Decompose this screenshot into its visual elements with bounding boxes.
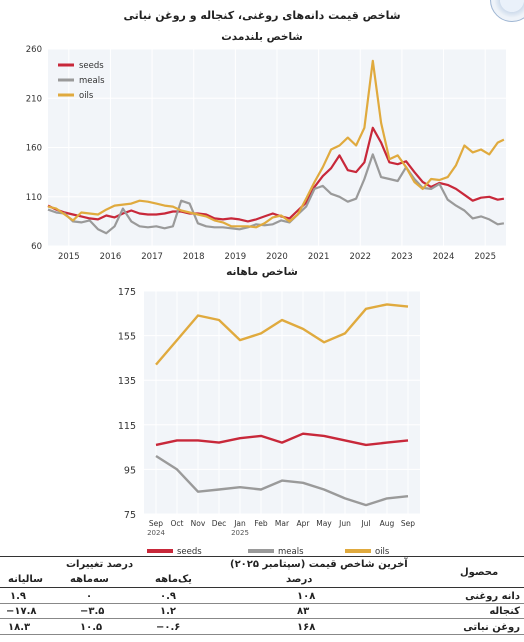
- year-label: 2025: [231, 529, 249, 537]
- legend-label-seeds: seeds: [79, 61, 104, 71]
- table-divider-header: [0, 587, 524, 588]
- x-tick-label: May: [316, 519, 332, 528]
- x-tick-label: 2020: [266, 252, 288, 262]
- x-tick-label: Feb: [254, 519, 268, 528]
- series-line-seeds: [155, 432, 409, 447]
- table-divider-row: [0, 603, 524, 604]
- row-12m: ۱۸.۳: [8, 622, 31, 633]
- chart2-title: شاخص ماهانه: [226, 266, 298, 278]
- row-12m: ۱.۹: [10, 591, 27, 602]
- x-tick-label: 2016: [100, 252, 122, 262]
- series-line-meals: [155, 454, 409, 507]
- x-tick-label: 2025: [474, 252, 496, 262]
- long-term-chart: 60 110 160 210 260 2015 2016 2017 2018 2019 2020 20…: [26, 45, 506, 262]
- y-tick-label: 160: [26, 144, 42, 154]
- series-line-oils: [47, 59, 505, 229]
- y-tick-label: 135: [118, 376, 136, 387]
- x-tick-label: 2022: [349, 252, 371, 262]
- legend-label-meals: meals: [79, 76, 105, 86]
- chart1-title: شاخص بلندمدت: [221, 31, 303, 43]
- summary-table: محصول آخرین شاخص قیمت (سپتامبر ۲۰۲۵) درص…: [0, 556, 524, 642]
- header-percent: درصد: [286, 574, 313, 585]
- header-product: محصول: [460, 567, 499, 578]
- x-tick-label: Jan: [233, 519, 246, 528]
- row-1m: ۰.۹: [160, 591, 177, 602]
- x-tick-label: Apr: [297, 519, 311, 528]
- x-tick-label: Jul: [360, 519, 370, 528]
- x-tick-label: 2024: [433, 252, 455, 262]
- legend-label-seeds: seeds: [177, 547, 202, 556]
- row-index: ۱۶۸: [297, 622, 316, 633]
- x-tick-label: 2015: [58, 252, 80, 262]
- row-product: دانه روغنی: [465, 591, 520, 602]
- series-line-oils: [155, 303, 409, 366]
- y-tick-label: 115: [118, 421, 136, 432]
- page-title: شاخص قیمت دانه‌های روغنی، کنجاله و روغن …: [123, 9, 401, 22]
- y-tick-label: 75: [124, 510, 136, 521]
- y-tick-label: 95: [124, 465, 136, 476]
- x-tick-label: Oct: [171, 519, 184, 528]
- x-tick-label: 2021: [308, 252, 330, 262]
- x-tick-label: 2023: [391, 252, 413, 262]
- header-changes: درصد تغییرات: [66, 559, 134, 570]
- header-12m: سالیانه: [8, 574, 43, 585]
- x-tick-label: Sep: [401, 519, 415, 528]
- row-index: ۱۰۸: [297, 591, 316, 602]
- row-product: روغن نباتی: [463, 622, 520, 633]
- y-tick-label: 260: [26, 45, 42, 55]
- legend-label-oils: oils: [79, 91, 94, 101]
- row-1m: −۰.۶: [156, 622, 181, 633]
- legend-label-oils: oils: [375, 547, 390, 556]
- year-label: 2024: [147, 529, 165, 537]
- series-line-meals: [47, 153, 505, 235]
- y-tick-label: 110: [26, 193, 42, 203]
- row-index: ۸۳: [297, 606, 310, 617]
- row-3m: ۱۰.۵: [80, 622, 103, 633]
- series-line-seeds: [47, 126, 505, 223]
- y-tick-label: 60: [31, 242, 42, 252]
- x-tick-label: Aug: [380, 519, 395, 528]
- header-last-index: آخرین شاخص قیمت (سپتامبر ۲۰۲۵): [230, 559, 408, 570]
- table-divider-row: [0, 618, 524, 619]
- table-divider-bottom: [0, 634, 524, 635]
- row-12m: −۱۷.۸: [6, 606, 37, 617]
- x-tick-label: 2019: [225, 252, 247, 262]
- x-tick-label: Dec: [212, 519, 227, 528]
- row-product: کنجاله: [489, 606, 520, 617]
- row-1m: ۱.۲: [160, 606, 177, 617]
- x-tick-label: Mar: [275, 519, 290, 528]
- y-tick-label: 175: [118, 287, 136, 298]
- x-tick-label: 2018: [183, 252, 205, 262]
- table-divider-top: [0, 556, 524, 557]
- legend-label-meals: meals: [278, 547, 304, 556]
- monthly-chart: 75 95 115 135 155 175 Sep Oct Nov Dec Jan Feb Mar Apr…: [118, 287, 420, 556]
- row-3m: −۳.۵: [80, 606, 105, 617]
- header-3m: سه‌ماهه: [70, 574, 109, 585]
- x-tick-label: 2017: [141, 252, 163, 262]
- y-tick-label: 210: [26, 94, 42, 104]
- header-1m: یک‌ماهه: [155, 574, 192, 585]
- x-tick-label: Nov: [191, 519, 206, 528]
- row-3m: ۰: [86, 591, 93, 602]
- x-tick-label: Sep: [149, 519, 163, 528]
- x-tick-label: Jun: [338, 519, 351, 528]
- y-tick-label: 155: [118, 332, 136, 343]
